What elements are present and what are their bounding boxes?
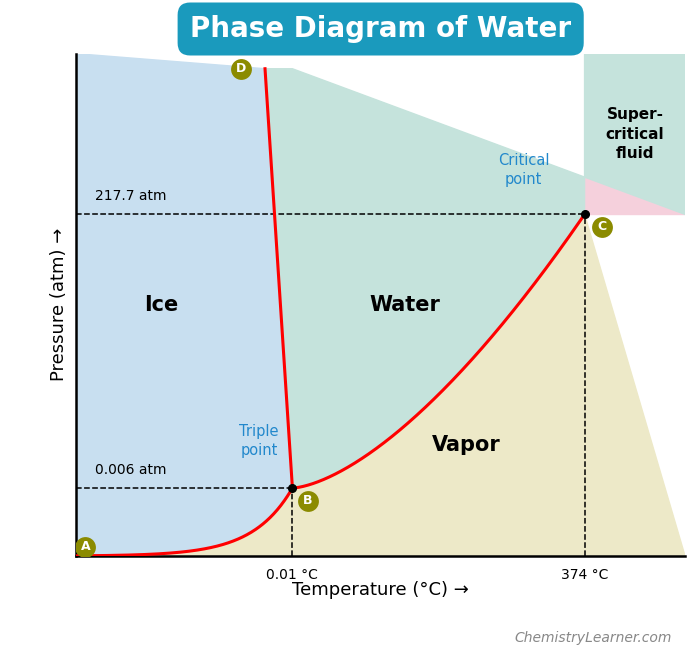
Text: ChemistryLearner.com: ChemistryLearner.com (514, 631, 672, 645)
Text: D: D (235, 62, 246, 75)
Text: B: B (303, 494, 312, 507)
Text: Ice: Ice (144, 295, 178, 315)
X-axis label: Temperature (°C) →: Temperature (°C) → (292, 581, 469, 599)
Text: Vapor: Vapor (431, 436, 500, 455)
Text: C: C (597, 221, 606, 233)
Text: 0.006 atm: 0.006 atm (94, 463, 166, 477)
Text: 374 °C: 374 °C (561, 568, 608, 582)
Text: A: A (80, 540, 90, 553)
Text: Triple
point: Triple point (239, 424, 279, 458)
Text: Super-
critical
fluid: Super- critical fluid (606, 107, 664, 161)
Text: Critical
point: Critical point (498, 153, 550, 187)
Polygon shape (584, 54, 685, 214)
Polygon shape (265, 54, 685, 488)
Polygon shape (76, 214, 685, 556)
Y-axis label: Pressure (atm) →: Pressure (atm) → (50, 228, 68, 381)
Title: Phase Diagram of Water: Phase Diagram of Water (190, 15, 571, 43)
Text: Water: Water (370, 295, 440, 315)
Text: 217.7 atm: 217.7 atm (94, 189, 166, 203)
Text: 0.01 °C: 0.01 °C (267, 568, 318, 582)
Polygon shape (76, 54, 293, 556)
